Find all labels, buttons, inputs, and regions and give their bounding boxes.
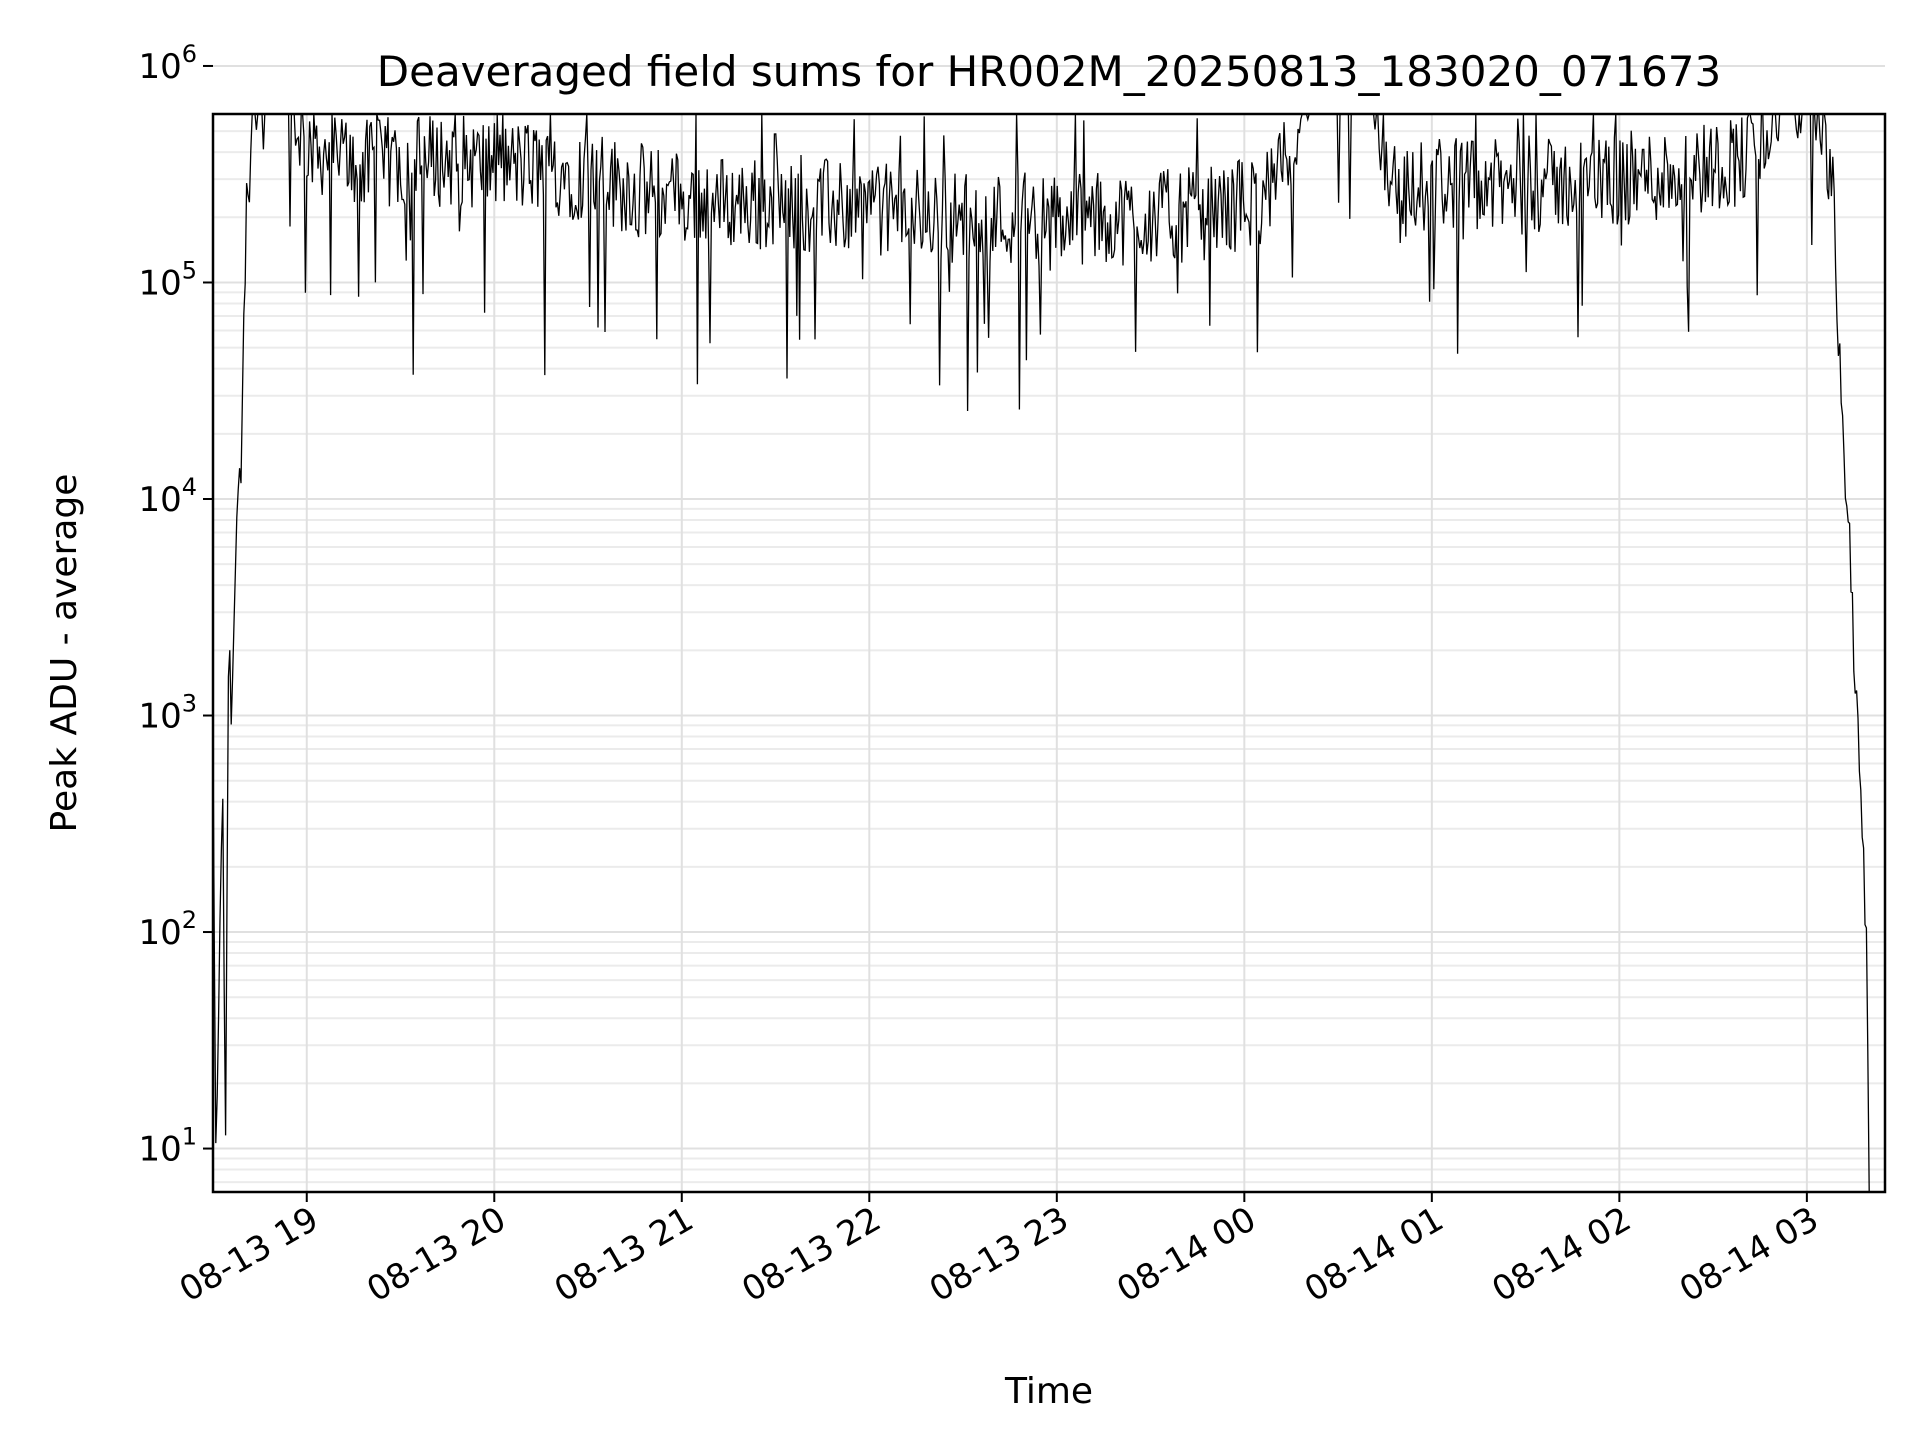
y-tick-label: 106: [138, 40, 197, 87]
y-tick-label: 103: [138, 690, 197, 737]
y-tick-label: 102: [138, 906, 197, 953]
y-tick-label: 104: [138, 473, 197, 520]
x-tick-label: 08-14 00: [1110, 1199, 1262, 1310]
x-axis: 08-13 19 08-13 20 08-13 21 08-13 22 08-13 23…: [173, 1192, 1825, 1310]
series-line: [212, 113, 1870, 1193]
x-tick-label: 08-13 21: [548, 1199, 700, 1310]
plot-frame: [211, 112, 1887, 1194]
x-tick-label: 08-14 03: [1673, 1199, 1825, 1310]
y-axis: 101 102 103 104 105 106: [138, 40, 213, 1170]
x-tick-label: 08-13 20: [360, 1199, 512, 1310]
x-tick-label: 08-13 19: [173, 1199, 325, 1310]
x-tick-label: 08-13 22: [735, 1199, 887, 1310]
chart-title: Deaveraged field sums for HR002M_2025081…: [377, 47, 1721, 96]
series-layer: [212, 113, 1870, 1193]
x-tick-label: 08-13 23: [923, 1199, 1075, 1310]
x-tick-label: 08-14 01: [1298, 1199, 1450, 1310]
y-tick-label: 105: [138, 256, 197, 303]
y-tick-label: 101: [138, 1123, 197, 1170]
x-tick-label: 08-14 02: [1485, 1199, 1637, 1310]
x-axis-label: Time: [1004, 1371, 1093, 1412]
y-axis-label: Peak ADU - average: [44, 474, 85, 833]
